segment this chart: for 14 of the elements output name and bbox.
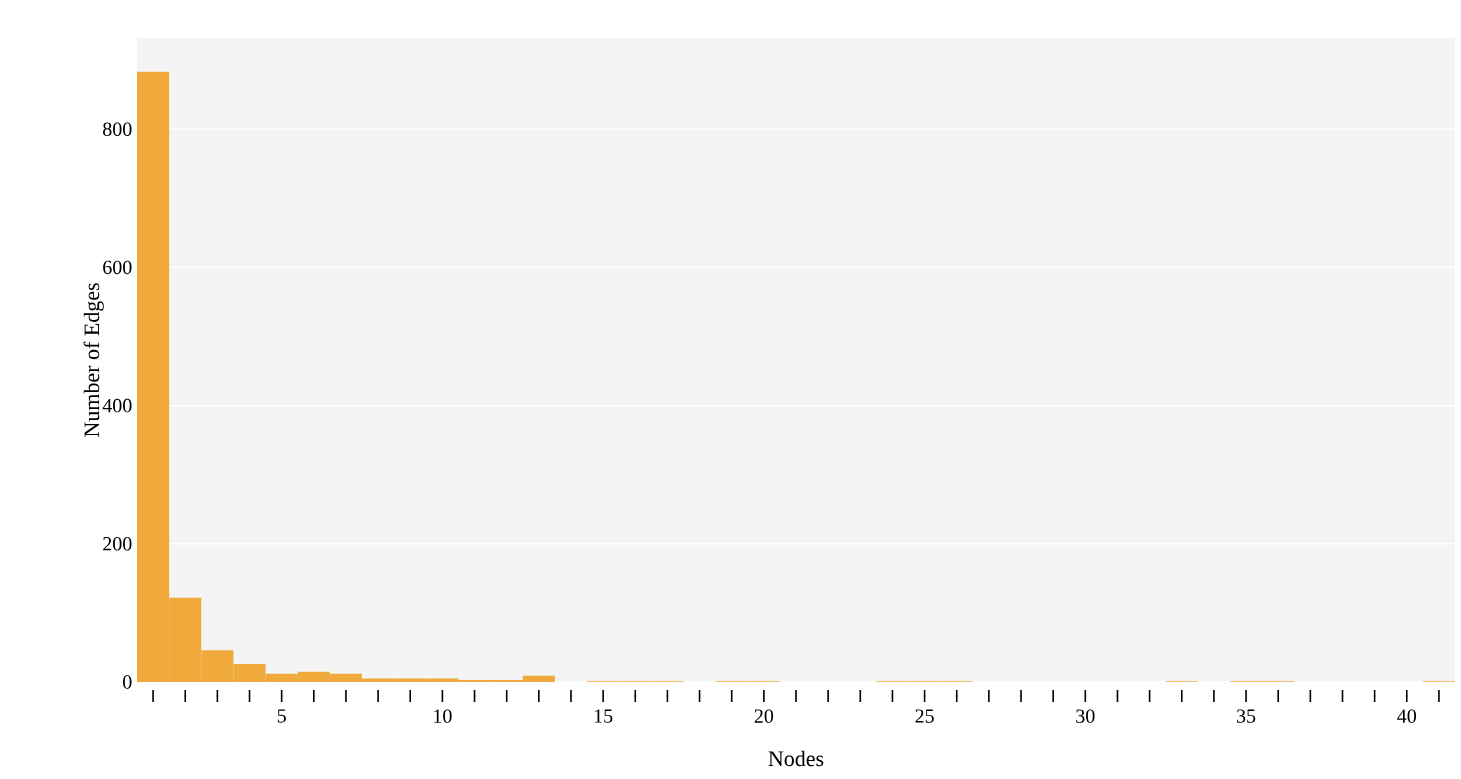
y-tick-label: 800 bbox=[103, 122, 132, 136]
x-tick-label: 40 bbox=[1397, 709, 1417, 723]
x-tick-label: 25 bbox=[915, 709, 934, 723]
y-tick-label: 600 bbox=[103, 260, 132, 275]
x-tick-label: 35 bbox=[1237, 709, 1256, 723]
y-tick-label: 0 bbox=[123, 675, 132, 689]
y-tick-label: 200 bbox=[103, 537, 132, 551]
y-tick-label: 400 bbox=[102, 398, 132, 413]
x-tick-label: 20 bbox=[754, 709, 774, 723]
x-axis-title: Nodes bbox=[768, 750, 824, 767]
x-tick-label: 30 bbox=[1076, 709, 1095, 723]
x-tick-label: 10 bbox=[434, 709, 452, 723]
x-tick-label: 5 bbox=[277, 709, 286, 723]
x-tick-label: 15 bbox=[594, 709, 613, 723]
